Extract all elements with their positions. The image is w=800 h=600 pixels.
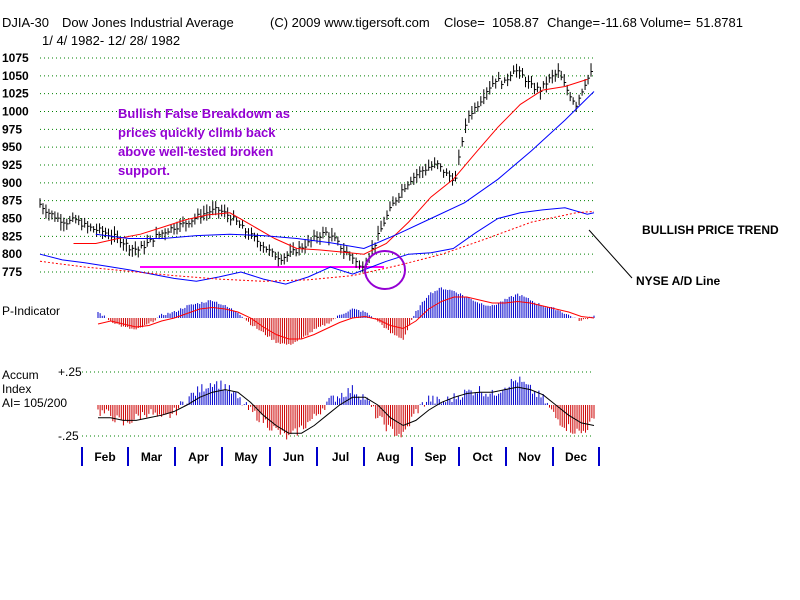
header-change-value: -11.68 — [601, 15, 637, 30]
month-label: Aug — [376, 450, 399, 464]
accum-grid — [82, 371, 594, 437]
trend-label: BULLISH PRICE TREND — [642, 223, 779, 237]
y-tick-label: 1000 — [2, 105, 29, 119]
ad-line-label: NYSE A/D Line — [636, 274, 721, 288]
header-symbol: DJIA-30 — [2, 15, 49, 30]
month-label: Mar — [141, 450, 163, 464]
month-label: Dec — [565, 450, 587, 464]
accum-label-1: Accum — [2, 368, 39, 382]
header-date-range: 1/ 4/ 1982- 12/ 28/ 1982 — [42, 33, 180, 48]
header-change-label: Change= — [547, 15, 600, 30]
price-y-axis: 1075 1050 1025 1000 975 950 925 900 875 850 825 800… — [2, 51, 29, 279]
y-tick-label: 1050 — [2, 69, 29, 83]
y-tick-label: 1025 — [2, 87, 29, 101]
ad-pointer-line — [588, 229, 633, 279]
y-tick-label: 800 — [2, 247, 22, 261]
annotation-line-2: prices quickly climb back — [118, 125, 276, 140]
short-moving-average — [73, 78, 588, 255]
accum-index-average — [98, 386, 595, 434]
annotation-line-3: above well-tested broken — [118, 144, 273, 159]
y-tick-label: 825 — [2, 229, 22, 243]
ad-line — [39, 207, 595, 285]
accum-label-2: Index — [2, 382, 31, 396]
ad-line-layer — [39, 207, 595, 285]
header-copyright: (C) 2009 www.tigersoft.com — [270, 15, 430, 30]
price-bars-layer — [39, 63, 594, 273]
accum-label-3: AI= 105/200 — [2, 396, 67, 410]
long-moving-average — [95, 91, 595, 250]
p-indicator-label: P-Indicator — [2, 304, 60, 318]
y-tick-label: 775 — [2, 265, 22, 279]
p-indicator-bars — [97, 287, 595, 345]
header-volume-label: Volume= — [640, 15, 691, 30]
header-close-value: 1058.87 — [492, 15, 539, 30]
month-label: Sep — [424, 450, 446, 464]
accum-bottom-tick: -.25 — [58, 429, 79, 443]
month-label: Apr — [188, 450, 209, 464]
month-label: May — [234, 450, 258, 464]
month-label: Feb — [94, 450, 115, 464]
month-label: Nov — [518, 450, 541, 464]
p-indicator-average — [97, 296, 595, 340]
y-tick-label: 900 — [2, 176, 22, 190]
month-label: Oct — [472, 450, 492, 464]
month-label: Jul — [332, 450, 349, 464]
ad-moving-average — [39, 210, 595, 282]
y-tick-label: 850 — [2, 212, 22, 226]
moving-averages-layer — [73, 78, 595, 255]
header-name: Dow Jones Industrial Average — [62, 15, 234, 30]
accum-top-tick: +.25 — [58, 365, 82, 379]
header-close-label: Close= — [444, 15, 485, 30]
price-grid — [40, 57, 594, 273]
y-tick-label: 975 — [2, 122, 22, 136]
annotation-line-4: support. — [118, 163, 170, 178]
header-volume-value: 51.8781 — [696, 15, 743, 30]
y-tick-label: 925 — [2, 158, 22, 172]
month-axis: Feb Mar Apr May Jun Jul Aug Sep Oct Nov Dec — [81, 447, 600, 466]
breakdown-circle — [364, 250, 406, 290]
y-tick-label: 875 — [2, 194, 22, 208]
annotation-line-1: Bullish False Breakdown as — [118, 106, 290, 121]
accum-index-bars — [97, 376, 595, 440]
y-tick-label: 950 — [2, 140, 22, 154]
y-tick-label: 1075 — [2, 51, 29, 65]
month-label: Jun — [283, 450, 304, 464]
